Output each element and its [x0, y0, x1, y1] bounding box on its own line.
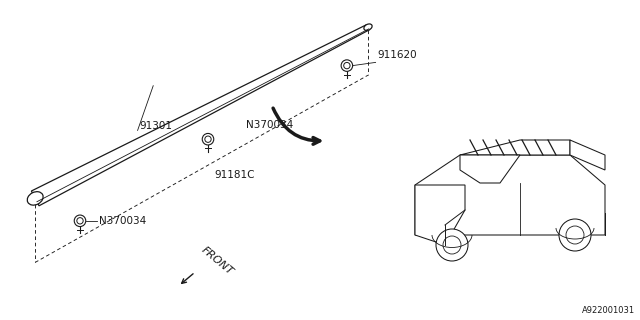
Circle shape: [77, 218, 83, 224]
Circle shape: [559, 219, 591, 251]
Text: N370034: N370034: [99, 216, 147, 226]
Circle shape: [202, 133, 214, 145]
Polygon shape: [570, 140, 605, 170]
Polygon shape: [460, 140, 570, 155]
FancyArrowPatch shape: [273, 108, 320, 144]
Circle shape: [341, 60, 353, 71]
Text: A922001031: A922001031: [582, 306, 635, 315]
Ellipse shape: [364, 24, 372, 30]
Text: 91181C: 91181C: [214, 170, 255, 180]
Polygon shape: [415, 185, 465, 245]
Circle shape: [436, 229, 468, 261]
Circle shape: [205, 136, 211, 142]
Text: FRONT: FRONT: [199, 245, 235, 277]
Text: N370034: N370034: [246, 120, 294, 130]
Polygon shape: [460, 155, 520, 183]
Text: 911620: 911620: [378, 50, 417, 60]
Text: 91301: 91301: [140, 121, 173, 132]
Circle shape: [74, 215, 86, 227]
Ellipse shape: [28, 192, 43, 205]
Circle shape: [443, 236, 461, 254]
Polygon shape: [31, 25, 369, 206]
Circle shape: [566, 226, 584, 244]
Polygon shape: [415, 155, 605, 235]
Circle shape: [344, 62, 350, 69]
